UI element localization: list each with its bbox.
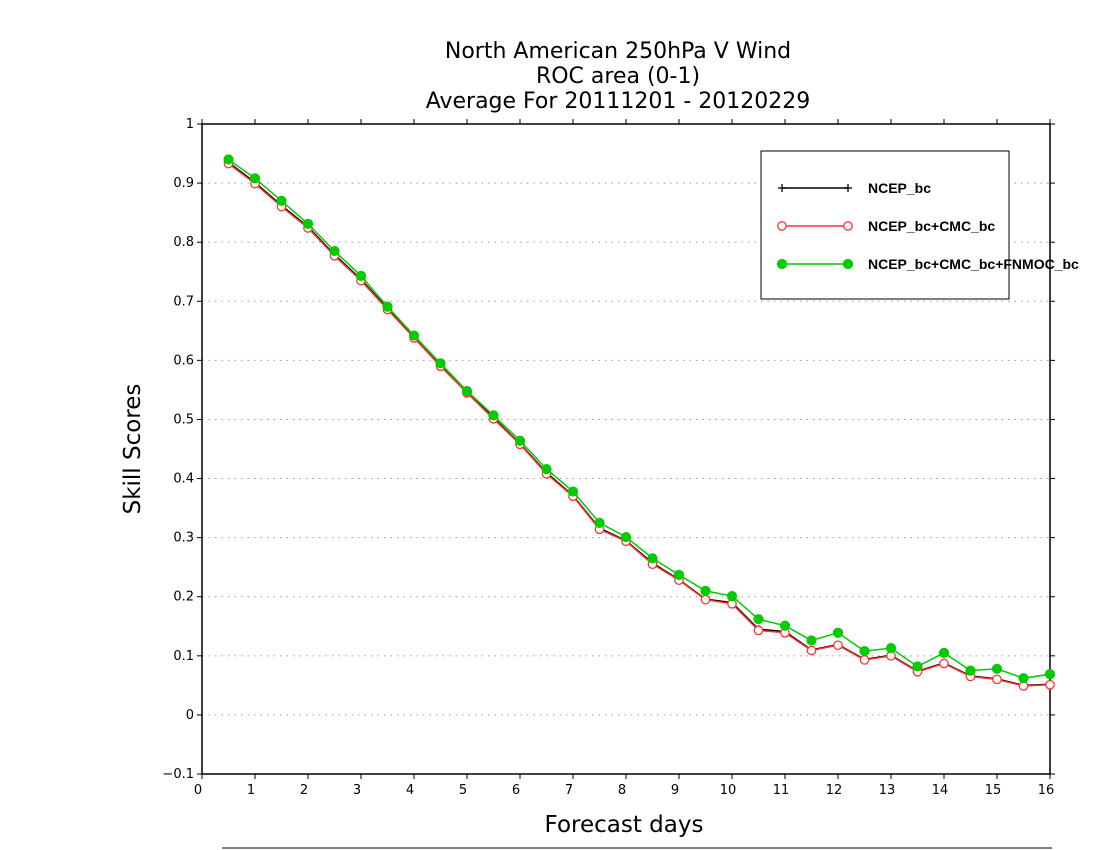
data-point [541, 463, 552, 475]
y-tick-label: 0.9 [173, 176, 194, 191]
series-line [228, 163, 1051, 687]
y-tick-label: −0.1 [162, 767, 194, 782]
data-point [992, 674, 1002, 685]
data-point [965, 665, 976, 676]
data-point [1045, 679, 1055, 690]
legend-box [760, 150, 1010, 300]
data-point [355, 270, 367, 281]
y-tick-label: 0.2 [173, 590, 194, 605]
x-tick-label: 2 [300, 783, 308, 798]
data-point [514, 435, 526, 446]
legend-marker-end [844, 184, 852, 192]
title-line-2: ROC area (0-1) [536, 64, 700, 89]
data-point [991, 663, 1003, 674]
data-point [806, 645, 817, 656]
series-group [223, 154, 1056, 691]
chart-title: North American 250hPa V Wind ROC area (0… [426, 39, 811, 114]
legend-label: NCEP_bc+CMC_bc [868, 218, 995, 234]
data-point [647, 553, 658, 564]
data-point [223, 154, 234, 165]
y-tick-label: 0.3 [173, 531, 194, 546]
x-tick-label: 8 [618, 783, 626, 798]
y-tick-label: 0.1 [173, 649, 194, 664]
data-point [382, 301, 393, 312]
data-point [1044, 669, 1056, 680]
title-line-1: North American 250hPa V Wind [445, 39, 791, 64]
legend-entry-2: NCEP_bc+CMC_bc+FNMOC_bc [776, 256, 1079, 272]
data-point [859, 655, 870, 665]
legend-marker-end [843, 221, 853, 231]
y-tick-label: 0.7 [173, 294, 194, 309]
data-point [620, 531, 632, 543]
y-tick-label: 0.8 [173, 235, 194, 250]
x-tick-label: 10 [720, 783, 737, 798]
x-tick-label: 0 [194, 783, 202, 798]
x-tick-label: 16 [1038, 783, 1055, 798]
data-point [461, 385, 473, 397]
data-point [408, 330, 420, 341]
data-point [488, 410, 499, 421]
legend-entry-0: NCEP_bc [778, 180, 931, 196]
legend-label: NCEP_bc [868, 180, 931, 196]
data-point [329, 245, 340, 257]
x-tick-label: 12 [826, 783, 843, 798]
data-point [276, 195, 287, 206]
data-point [249, 173, 261, 184]
x-tick-label: 4 [406, 783, 414, 798]
series-line [228, 158, 1051, 680]
x-tick-label: 11 [773, 783, 790, 798]
data-point [806, 635, 817, 646]
data-point [939, 658, 949, 669]
data-point [885, 643, 897, 654]
x-tick-label: 3 [353, 783, 361, 798]
data-point [859, 645, 870, 657]
data-point [435, 358, 446, 369]
data-point [673, 569, 685, 580]
legend-marker-end [842, 258, 854, 270]
x-tick-label: 15 [985, 783, 1002, 798]
x-tick-label: 14 [932, 783, 949, 798]
data-point [302, 218, 314, 229]
y-tick-label: 0.5 [173, 412, 194, 427]
series-2 [223, 154, 1056, 684]
x-axis-label: Forecast days [545, 812, 704, 838]
data-point [833, 640, 843, 651]
x-tick-label: 5 [459, 783, 467, 798]
data-point [567, 486, 579, 497]
y-tick-label: 0 [186, 708, 194, 723]
x-tick-label: 6 [512, 783, 520, 798]
data-point [912, 661, 923, 672]
data-point [779, 620, 791, 631]
data-point [938, 647, 950, 658]
data-point [1018, 673, 1029, 684]
legend-label: NCEP_bc+CMC_bc+FNMOC_bc [868, 256, 1079, 272]
y-axis-label: Skill Scores [120, 384, 146, 515]
data-point [753, 614, 764, 625]
data-point [700, 594, 711, 605]
x-tick-label: 7 [565, 783, 573, 798]
data-point [832, 627, 844, 638]
legend: NCEP_bc NCEP_bc+CMC_bc NCEP_bc+CMC_bc+FNMO… [760, 150, 1079, 300]
data-point [753, 625, 764, 636]
data-point [594, 517, 605, 528]
data-point [700, 585, 711, 596]
legend-marker-start [778, 184, 786, 192]
title-line-3: Average For 20111201 - 20120229 [426, 89, 811, 114]
y-tick-label: 0.6 [173, 353, 194, 368]
x-tick-label: 9 [671, 783, 679, 798]
y-axis: −0.1 0 0.1 0.2 0.3 0.4 0.5 0.6 0.7 0.8 0.9 1 [162, 117, 1055, 782]
data-point [726, 591, 738, 602]
x-tick-label: 13 [879, 783, 896, 798]
x-axis: 0 1 2 3 4 5 6 7 8 9 10 11 12 13 14 15 16 [194, 119, 1054, 798]
legend-marker-start [776, 258, 788, 270]
legend-marker-start [777, 221, 787, 231]
legend-entry-1: NCEP_bc+CMC_bc [777, 218, 995, 234]
y-tick-label: 0.4 [173, 472, 194, 487]
y-tick-label: 1 [186, 117, 194, 132]
x-tick-label: 1 [247, 783, 255, 798]
